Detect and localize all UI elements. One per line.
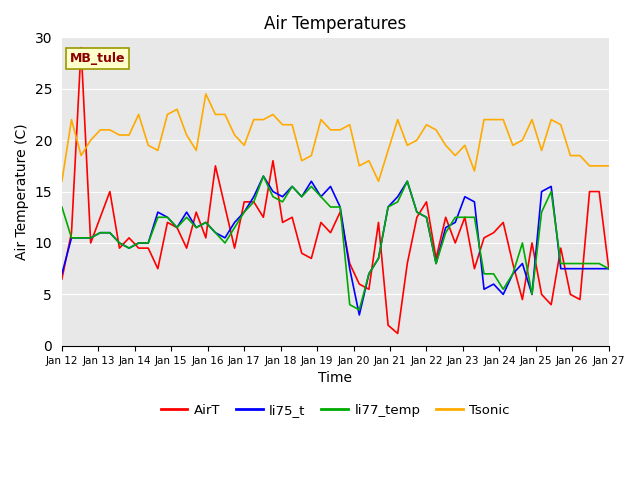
X-axis label: Time: Time <box>318 371 353 385</box>
Y-axis label: Air Temperature (C): Air Temperature (C) <box>15 123 29 260</box>
Text: MB_tule: MB_tule <box>70 52 125 65</box>
Title: Air Temperatures: Air Temperatures <box>264 15 406 33</box>
Legend: AirT, li75_t, li77_temp, Tsonic: AirT, li75_t, li77_temp, Tsonic <box>156 399 515 422</box>
